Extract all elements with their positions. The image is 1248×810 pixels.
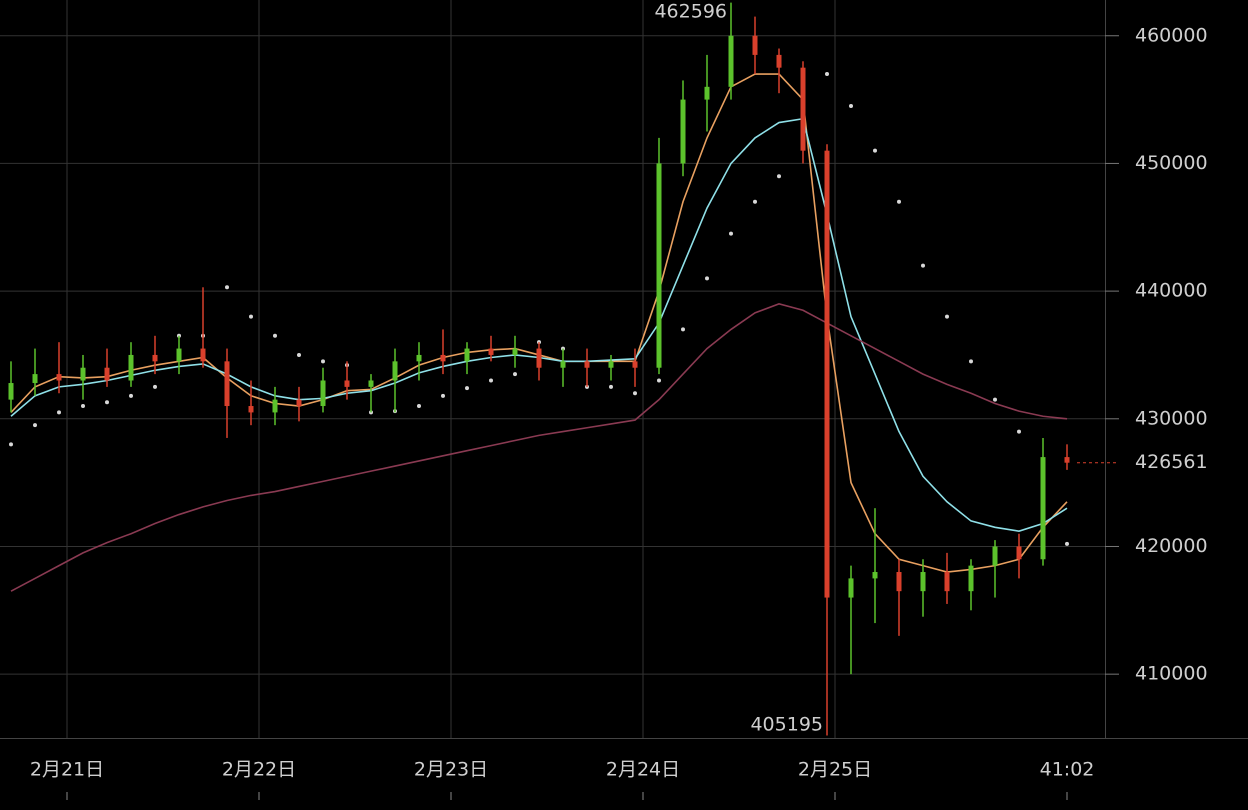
candle-body <box>920 572 926 592</box>
candle-body <box>848 578 854 598</box>
sar-dot <box>225 285 229 290</box>
candle-body <box>1064 457 1070 463</box>
candle-body <box>680 99 686 164</box>
x-tick-label: 2月21日 <box>30 759 104 781</box>
candle-body <box>800 67 806 151</box>
sar-dot <box>777 174 781 179</box>
candle-body <box>584 361 590 368</box>
countdown: 41:02 <box>1040 759 1095 781</box>
sar-dot <box>441 393 445 398</box>
high-label: 462596 <box>654 1 727 23</box>
sar-dot <box>129 393 133 398</box>
sar-dot <box>81 404 85 409</box>
candle-body <box>104 367 110 381</box>
current-price-label: 426561 <box>1135 451 1208 473</box>
sar-dot <box>753 199 757 204</box>
y-tick-label: 420000 <box>1135 535 1208 557</box>
candle-body <box>344 380 350 387</box>
sar-dot <box>969 359 973 364</box>
candle-body <box>728 35 734 87</box>
sar-dot <box>297 352 301 357</box>
sar-dot <box>825 72 829 77</box>
sar-dot <box>633 391 637 396</box>
candle-body <box>704 86 710 100</box>
sar-dot <box>153 384 157 389</box>
sar-dot <box>249 314 253 319</box>
sar-dot <box>873 148 877 153</box>
candle-body <box>968 565 974 592</box>
sar-dot <box>489 378 493 383</box>
candle-body <box>1016 546 1022 560</box>
candle-body <box>824 150 830 598</box>
candle-body <box>464 348 470 362</box>
sar-dot <box>513 372 517 377</box>
sar-dot <box>1017 429 1021 434</box>
sar-dot <box>33 423 37 428</box>
y-tick-label: 440000 <box>1135 280 1208 302</box>
candle-body <box>272 399 278 413</box>
sar-dot <box>417 404 421 409</box>
sar-dot <box>897 199 901 204</box>
candle-body <box>656 163 662 368</box>
candle-body <box>224 361 230 407</box>
candle-body <box>1040 457 1046 560</box>
candle-body <box>320 380 326 407</box>
x-tick-label: 2月24日 <box>606 759 680 781</box>
candle-body <box>56 374 62 381</box>
sar-dot <box>609 384 613 389</box>
candle-body <box>176 348 182 362</box>
candle-body <box>872 572 878 579</box>
candle-body <box>632 361 638 368</box>
sar-dot <box>57 410 61 415</box>
candle-body <box>392 361 398 381</box>
sar-dot <box>657 378 661 383</box>
sar-dot <box>681 327 685 332</box>
sar-dot <box>993 397 997 402</box>
sar-dot <box>705 276 709 281</box>
candle-body <box>944 572 950 592</box>
candle-body <box>416 354 422 362</box>
x-tick-label: 2月25日 <box>798 759 872 781</box>
sar-dot <box>321 359 325 364</box>
low-label: 405195 <box>750 714 823 736</box>
candle-body <box>488 348 494 355</box>
x-tick-label: 2月22日 <box>222 759 296 781</box>
sar-dot <box>105 400 109 405</box>
candle-body <box>368 380 374 387</box>
candle-body <box>752 35 758 55</box>
y-tick-label: 460000 <box>1135 24 1208 46</box>
y-tick-label: 430000 <box>1135 407 1208 429</box>
candle-body <box>512 348 518 355</box>
sar-dot <box>273 333 277 338</box>
candle-body <box>776 54 782 68</box>
candle-body <box>128 354 134 381</box>
sar-dot <box>9 442 13 447</box>
x-tick-label: 2月23日 <box>414 759 488 781</box>
candle-body <box>8 383 14 400</box>
candle-body <box>440 354 446 362</box>
sar-dot <box>921 263 925 268</box>
candle-body <box>200 348 206 362</box>
sar-dot <box>849 103 853 108</box>
candle-body <box>152 354 158 362</box>
sar-dot <box>465 386 469 391</box>
y-tick-label: 410000 <box>1135 663 1208 685</box>
candle-body <box>896 572 902 592</box>
y-tick-label: 450000 <box>1135 152 1208 174</box>
candle-body <box>536 348 542 368</box>
candle-body <box>992 546 998 566</box>
sar-dot <box>945 314 949 319</box>
candle-body <box>296 399 302 407</box>
candle-body <box>560 361 566 368</box>
moving-average-line <box>10 303 1068 592</box>
candle-body <box>608 361 614 368</box>
candle-body <box>248 406 254 413</box>
candle-body <box>32 374 38 384</box>
candle-body <box>80 367 86 381</box>
sar-dot <box>1065 541 1069 546</box>
sar-dot <box>729 231 733 236</box>
